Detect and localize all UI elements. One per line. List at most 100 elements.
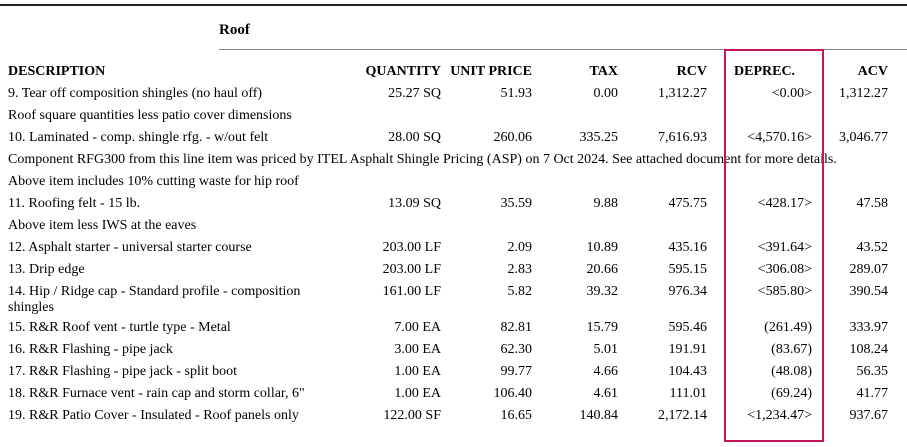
acv-cell: 289.07	[849, 262, 889, 277]
acv-cell: 390.54	[849, 284, 889, 299]
quantity-cell: 1.00 EA	[394, 364, 441, 379]
tax-cell: 4.61	[593, 386, 619, 401]
deprec-cell: <428.17>	[757, 196, 812, 211]
tax-cell: 10.89	[586, 240, 619, 255]
table-row: 19. R&R Patio Cover - Insulated - Roof p…	[0, 405, 907, 427]
tax-cell: 4.66	[593, 364, 619, 379]
unit-price-cell: 99.77	[500, 364, 533, 379]
table-header: DESCRIPTION QUANTITY UNIT PRICE TAX RCV …	[0, 61, 907, 83]
note-row: Above item less IWS at the eaves	[0, 215, 907, 237]
unit-price-cell: 106.40	[493, 386, 533, 401]
description-cell: 18. R&R Furnace vent - rain cap and stor…	[8, 386, 305, 401]
rcv-cell: 2,172.14	[658, 408, 707, 423]
acv-cell: 43.52	[856, 240, 889, 255]
rcv-cell: 595.15	[668, 262, 708, 277]
tax-cell: 9.88	[593, 196, 619, 211]
description-cell: 11. Roofing felt - 15 lb.	[8, 196, 141, 211]
note-row: Roof square quantities less patio cover …	[0, 105, 907, 127]
description-cell: 14. Hip / Ridge cap - Standard profile -…	[8, 284, 301, 315]
deprec-cell: <391.64>	[757, 240, 812, 255]
acv-cell: 1,312.27	[839, 86, 888, 101]
acv-cell: 937.67	[849, 408, 889, 423]
deprec-cell: (48.08)	[771, 364, 812, 379]
tax-cell: 335.25	[579, 130, 619, 145]
quantity-cell: 203.00 LF	[382, 240, 441, 255]
rcv-cell: 191.91	[668, 342, 708, 357]
table-row: 16. R&R Flashing - pipe jack 3.00 EA 62.30…	[0, 339, 907, 361]
table-row: 12. Asphalt starter - universal starter …	[0, 237, 907, 259]
table-row: 14. Hip / Ridge cap - Standard profile -…	[0, 281, 907, 317]
unit-price-cell: 16.65	[500, 408, 533, 423]
description-cell: 16. R&R Flashing - pipe jack	[8, 342, 173, 357]
note-text: Component RFG300 from this line item was…	[8, 152, 837, 167]
table-row: 17. R&R Flashing - pipe jack - split boo…	[0, 361, 907, 383]
acv-cell: 333.97	[849, 320, 889, 335]
tax-cell: 0.00	[593, 86, 619, 101]
unit-price-cell: 62.30	[500, 342, 533, 357]
deprec-highlight-box	[724, 49, 824, 442]
section-title: Roof	[219, 22, 250, 38]
tax-cell: 140.84	[579, 408, 619, 423]
table-row: 18. R&R Furnace vent - rain cap and stor…	[0, 383, 907, 405]
note-text: Roof square quantities less patio cover …	[8, 108, 292, 123]
tax-cell: 39.32	[586, 284, 619, 299]
description-cell: 10. Laminated - comp. shingle rfg. - w/o…	[8, 130, 269, 145]
acv-cell: 3,046.77	[839, 130, 888, 145]
header-acv: ACV	[857, 64, 888, 79]
rcv-cell: 111.01	[669, 386, 707, 401]
table-row: 15. R&R Roof vent - turtle type - Metal 7…	[0, 317, 907, 339]
acv-cell: 41.77	[856, 386, 889, 401]
unit-price-cell: 35.59	[500, 196, 533, 211]
unit-price-cell: 260.06	[493, 130, 533, 145]
deprec-cell: (83.67)	[771, 342, 812, 357]
table-row: 11. Roofing felt - 15 lb. 13.09 SQ 35.59 9.…	[0, 193, 907, 215]
description-cell: 17. R&R Flashing - pipe jack - split boo…	[8, 364, 238, 379]
rcv-cell: 104.43	[668, 364, 708, 379]
section-divider	[219, 49, 907, 50]
quantity-cell: 25.27 SQ	[388, 86, 441, 101]
quantity-cell: 203.00 LF	[382, 262, 441, 277]
acv-cell: 108.24	[849, 342, 889, 357]
acv-cell: 47.58	[856, 196, 889, 211]
deprec-cell: <585.80>	[757, 284, 812, 299]
header-quantity: QUANTITY	[365, 64, 441, 79]
note-text: Above item less IWS at the eaves	[8, 218, 197, 233]
tax-cell: 15.79	[586, 320, 619, 335]
unit-price-cell: 5.82	[507, 284, 533, 299]
top-divider	[0, 4, 907, 6]
note-row: Above item includes 10% cutting waste fo…	[0, 171, 907, 193]
rcv-cell: 7,616.93	[658, 130, 707, 145]
description-cell: 15. R&R Roof vent - turtle type - Metal	[8, 320, 231, 335]
note-row: Component RFG300 from this line item was…	[0, 149, 907, 171]
deprec-cell: <306.08>	[757, 262, 812, 277]
note-text: Above item includes 10% cutting waste fo…	[8, 174, 299, 189]
unit-price-cell: 51.93	[500, 86, 533, 101]
deprec-cell: (261.49)	[764, 320, 812, 335]
acv-cell: 56.35	[856, 364, 889, 379]
rcv-cell: 1,312.27	[658, 86, 707, 101]
header-unit-price: UNIT PRICE	[450, 64, 532, 79]
description-cell: 9. Tear off composition shingles (no hau…	[8, 86, 263, 101]
deprec-cell: (69.24)	[771, 386, 812, 401]
deprec-cell: <1,234.47>	[747, 408, 812, 423]
tax-cell: 20.66	[586, 262, 619, 277]
header-deprec: DEPREC.	[734, 64, 796, 79]
table-row: 10. Laminated - comp. shingle rfg. - w/o…	[0, 127, 907, 149]
table-row: 9. Tear off composition shingles (no hau…	[0, 83, 907, 105]
unit-price-cell: 2.09	[507, 240, 533, 255]
quantity-cell: 1.00 EA	[394, 386, 441, 401]
rcv-cell: 976.34	[668, 284, 708, 299]
description-cell: 19. R&R Patio Cover - Insulated - Roof p…	[8, 408, 299, 423]
rcv-cell: 475.75	[668, 196, 708, 211]
quantity-cell: 3.00 EA	[394, 342, 441, 357]
line-items-table: DESCRIPTION QUANTITY UNIT PRICE TAX RCV …	[0, 61, 907, 427]
tax-cell: 5.01	[593, 342, 619, 357]
header-description: DESCRIPTION	[8, 64, 106, 79]
deprec-cell: <0.00>	[771, 86, 812, 101]
description-cell: 12. Asphalt starter - universal starter …	[8, 240, 252, 255]
deprec-cell: <4,570.16>	[747, 130, 812, 145]
quantity-cell: 13.09 SQ	[388, 196, 441, 211]
unit-price-cell: 2.83	[507, 262, 533, 277]
rcv-cell: 435.16	[668, 240, 708, 255]
quantity-cell: 7.00 EA	[394, 320, 441, 335]
